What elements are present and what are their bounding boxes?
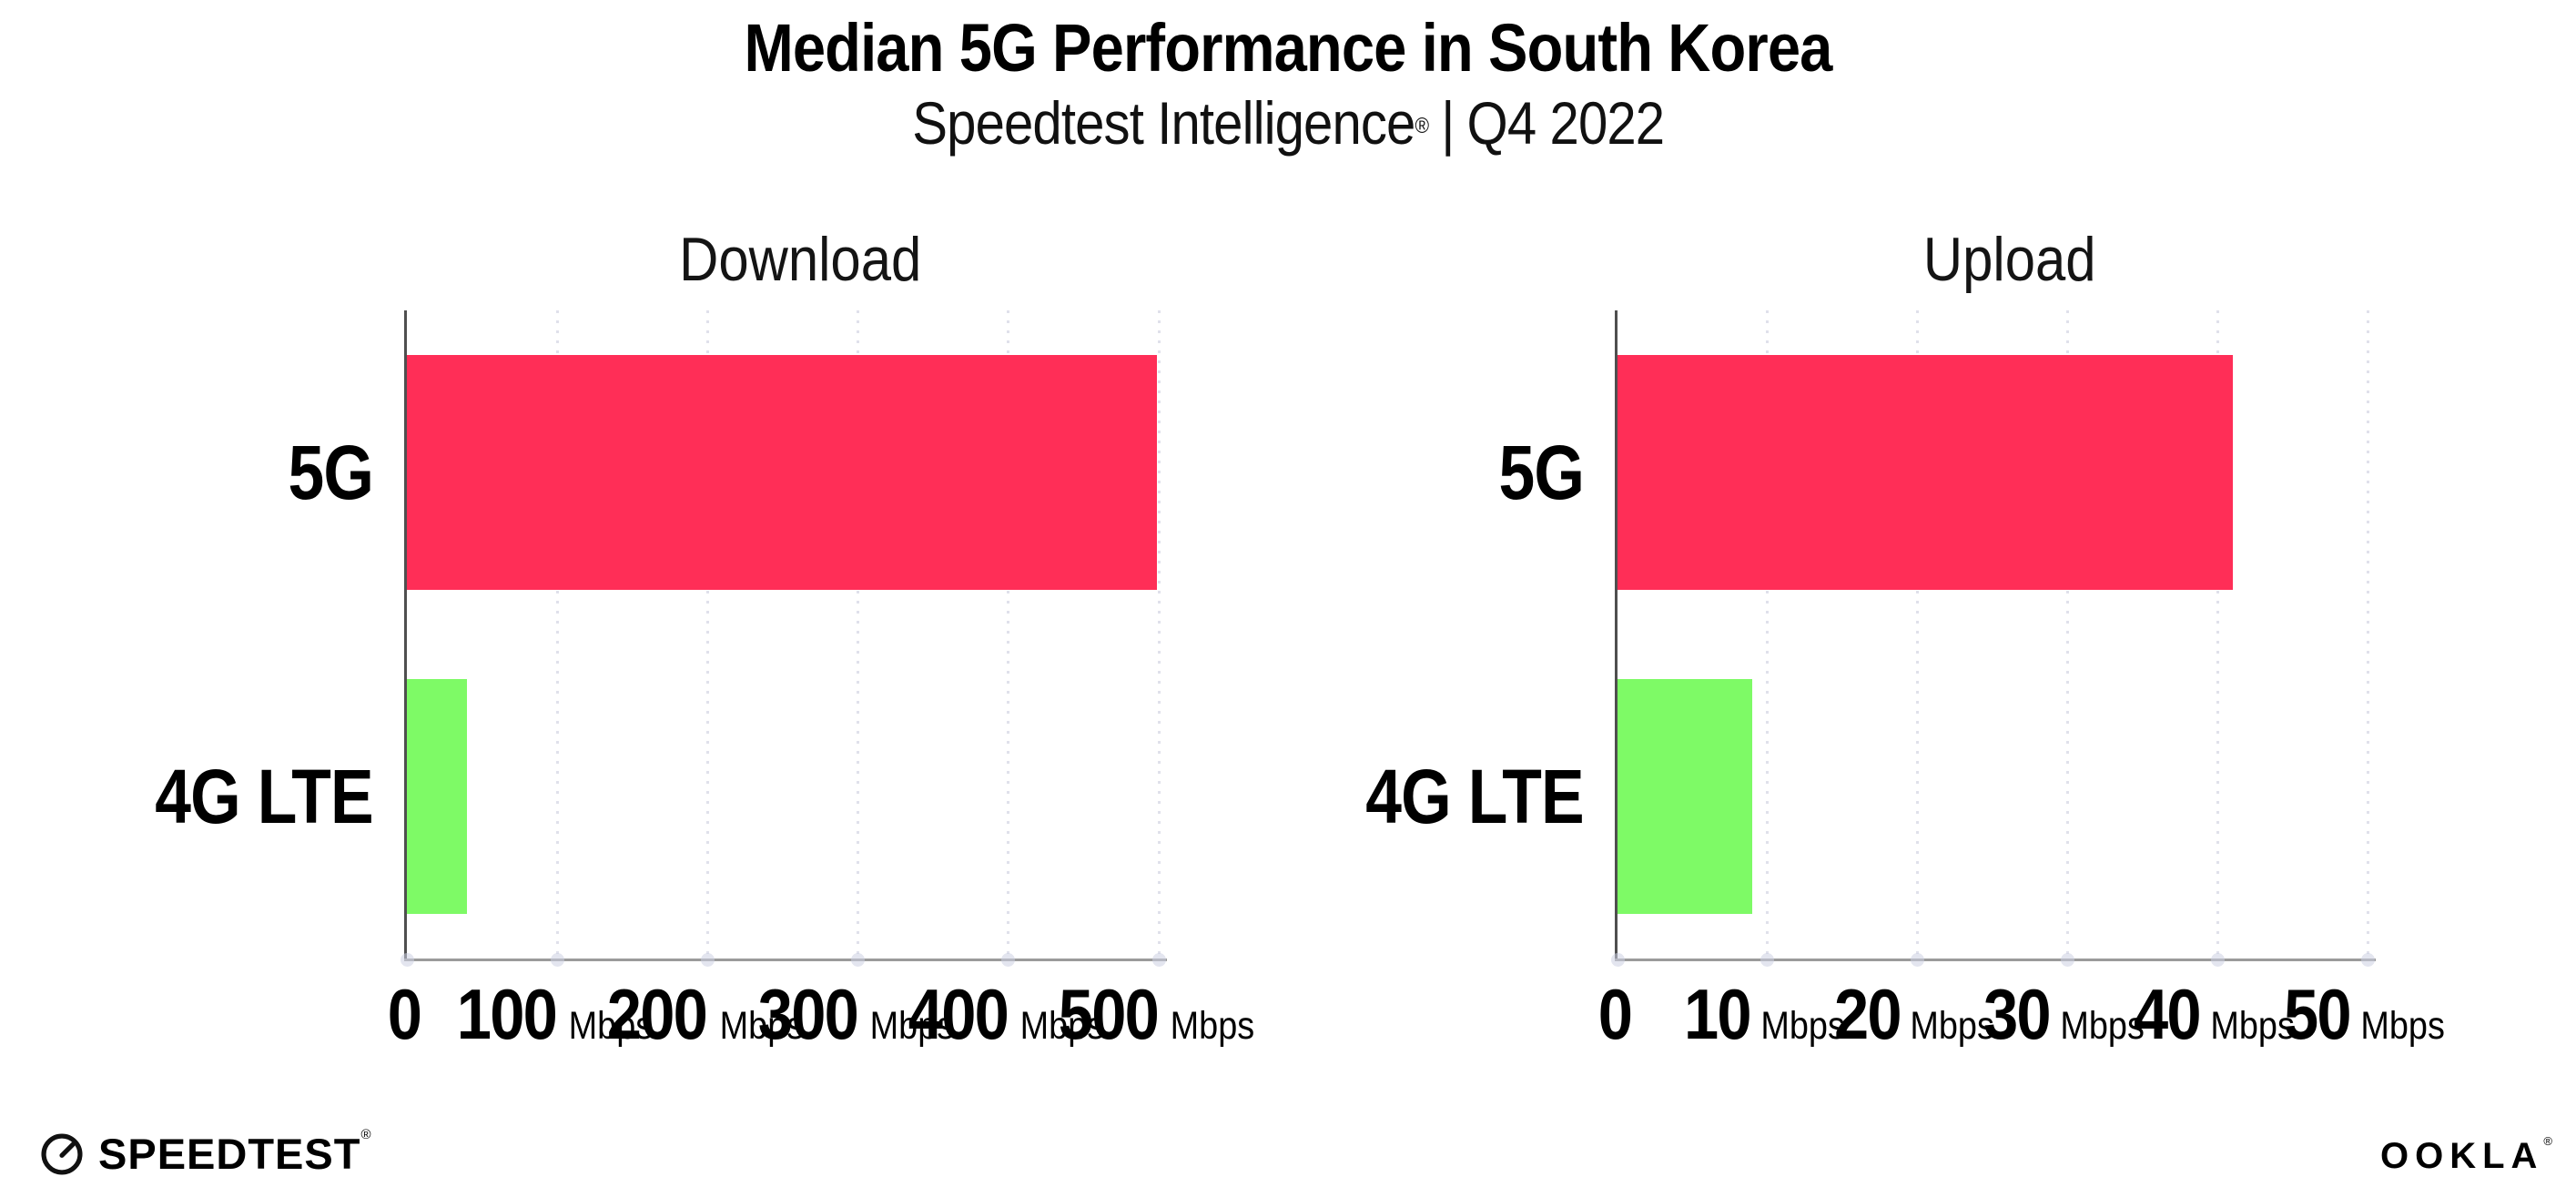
registered-mark-icon: ® bbox=[1415, 114, 1429, 138]
x-tick-download-100: 100 Mbps bbox=[451, 977, 659, 1051]
category-label-text: 4G LTE bbox=[1365, 754, 1584, 839]
bar-download-4g-lte bbox=[407, 679, 467, 914]
gridline-upload-30 bbox=[2065, 310, 2069, 959]
subtitle-period: Q4 2022 bbox=[1466, 89, 1665, 157]
category-label-download-5g: 5G bbox=[0, 434, 373, 511]
x-tick-download-400: 400 Mbps bbox=[901, 977, 1110, 1051]
bar-upload-5g bbox=[1618, 355, 2233, 590]
axis-tick-dot-download-300 bbox=[851, 953, 866, 967]
gridline-upload-10 bbox=[1766, 310, 1770, 959]
header: Median 5G Performance in South Korea Spe… bbox=[0, 9, 2576, 158]
axis-tick-dot-download-0 bbox=[400, 953, 414, 967]
x-tick-unit-upload-40: Mbps bbox=[2210, 1004, 2295, 1048]
axis-tick-dot-download-400 bbox=[1001, 953, 1016, 967]
plot-download bbox=[400, 310, 1167, 967]
x-tick-unit-upload-10: Mbps bbox=[1760, 1004, 1845, 1048]
axis-tick-dot-upload-0 bbox=[1610, 953, 1625, 967]
category-label-text: 4G LTE bbox=[155, 754, 373, 839]
x-tick-value-download-400: 400 bbox=[908, 974, 1009, 1054]
chart-title-text-download: Download bbox=[678, 225, 922, 294]
page-title-text: Median 5G Performance in South Korea bbox=[744, 10, 1832, 86]
category-label-text: 5G bbox=[1498, 430, 1584, 515]
x-tick-unit-download-100: Mbps bbox=[568, 1004, 654, 1048]
category-label-upload-4g-lte: 4G LTE bbox=[1183, 758, 1584, 835]
gridline-upload-20 bbox=[1916, 310, 1920, 959]
page-title: Median 5G Performance in South Korea bbox=[0, 9, 2576, 87]
x-tick-upload-10: 10 Mbps bbox=[1679, 977, 1851, 1051]
gridline-upload-50 bbox=[2366, 310, 2369, 959]
gridline-download-100 bbox=[555, 310, 559, 959]
x-tick-unit-download-300: Mbps bbox=[869, 1004, 954, 1048]
x-tick-value-upload-0: 0 bbox=[1597, 974, 1633, 1054]
x-tick-unit-download-500: Mbps bbox=[1170, 1004, 1255, 1048]
x-tick-download-0: 0 bbox=[385, 977, 422, 1051]
x-tick-value-download-300: 300 bbox=[757, 974, 858, 1054]
gridline-download-500 bbox=[1157, 310, 1161, 959]
x-tick-upload-0: 0 bbox=[1596, 977, 1633, 1051]
x-tick-download-200: 200 Mbps bbox=[601, 977, 809, 1051]
x-tick-value-upload-30: 30 bbox=[1983, 974, 2052, 1054]
category-label-text: 5G bbox=[288, 430, 373, 515]
chart-title-download: Download bbox=[404, 224, 1156, 295]
x-tick-value-download-500: 500 bbox=[1058, 974, 1160, 1054]
category-label-upload-5g: 5G bbox=[1183, 434, 1584, 511]
x-tick-value-upload-40: 40 bbox=[2134, 974, 2202, 1054]
x-tick-unit-upload-50: Mbps bbox=[2360, 1004, 2445, 1048]
axis-tick-dot-download-500 bbox=[1151, 953, 1166, 967]
axis-tick-dot-download-200 bbox=[700, 953, 715, 967]
speedtest-logo: SPEEDTEST® bbox=[38, 1127, 371, 1179]
subtitle-brand: Speedtest Intelligence bbox=[912, 89, 1415, 157]
axis-tick-dot-download-100 bbox=[550, 953, 564, 967]
x-axis-upload bbox=[1615, 959, 2376, 961]
x-tick-unit-upload-30: Mbps bbox=[2060, 1004, 2145, 1048]
x-axis-download bbox=[404, 959, 1167, 961]
axis-tick-dot-upload-30 bbox=[2060, 953, 2074, 967]
axis-tick-dot-upload-50 bbox=[2360, 953, 2375, 967]
x-tick-upload-50: 50 Mbps bbox=[2279, 977, 2450, 1051]
ookla-logo: OOKLA® bbox=[2379, 1134, 2552, 1177]
ookla-wordmark: OOKLA bbox=[2379, 1136, 2544, 1176]
speedtest-wordmark: SPEEDTEST bbox=[98, 1130, 361, 1178]
x-tick-unit-upload-20: Mbps bbox=[1910, 1004, 1995, 1048]
x-tick-unit-download-400: Mbps bbox=[1019, 1004, 1105, 1048]
axis-tick-dot-upload-20 bbox=[1911, 953, 1925, 967]
subtitle-separator: | bbox=[1440, 89, 1455, 157]
gridline-download-400 bbox=[1007, 310, 1010, 959]
category-label-download-4g-lte: 4G LTE bbox=[0, 758, 373, 835]
x-tick-download-300: 300 Mbps bbox=[751, 977, 959, 1051]
chart-title-text-upload: Upload bbox=[1923, 225, 2096, 294]
speedtest-gauge-icon bbox=[41, 1132, 83, 1175]
page-subtitle-text: Speedtest Intelligence® | Q4 2022 bbox=[912, 87, 1665, 158]
x-tick-value-download-0: 0 bbox=[387, 974, 422, 1054]
axis-tick-dot-upload-10 bbox=[1760, 953, 1775, 967]
speedtest-registered-icon: ® bbox=[360, 1127, 371, 1142]
plot-upload bbox=[1610, 310, 2376, 967]
gridline-upload-40 bbox=[2216, 310, 2219, 959]
x-tick-download-500: 500 Mbps bbox=[1051, 977, 1260, 1051]
ookla-registered-icon: ® bbox=[2543, 1134, 2552, 1148]
x-tick-value-upload-50: 50 bbox=[2284, 974, 2352, 1054]
x-tick-upload-30: 30 Mbps bbox=[1979, 977, 2150, 1051]
x-tick-upload-20: 20 Mbps bbox=[1830, 977, 2001, 1051]
gridline-download-300 bbox=[857, 310, 860, 959]
page-subtitle: Speedtest Intelligence® | Q4 2022 bbox=[0, 87, 2576, 158]
x-tick-upload-40: 40 Mbps bbox=[2129, 977, 2300, 1051]
speedtest-logo-text: SPEEDTEST® bbox=[98, 1127, 371, 1179]
chart-title-upload: Upload bbox=[1615, 224, 2365, 295]
x-tick-value-download-200: 200 bbox=[607, 974, 708, 1054]
x-tick-value-download-100: 100 bbox=[456, 974, 558, 1054]
axis-tick-dot-upload-40 bbox=[2210, 953, 2225, 967]
bar-upload-4g-lte bbox=[1618, 679, 1752, 914]
x-tick-value-upload-20: 20 bbox=[1833, 974, 1902, 1054]
gridline-download-200 bbox=[705, 310, 709, 959]
bar-download-5g bbox=[407, 355, 1157, 590]
x-tick-unit-download-200: Mbps bbox=[719, 1004, 804, 1048]
x-tick-value-upload-10: 10 bbox=[1683, 974, 1752, 1054]
